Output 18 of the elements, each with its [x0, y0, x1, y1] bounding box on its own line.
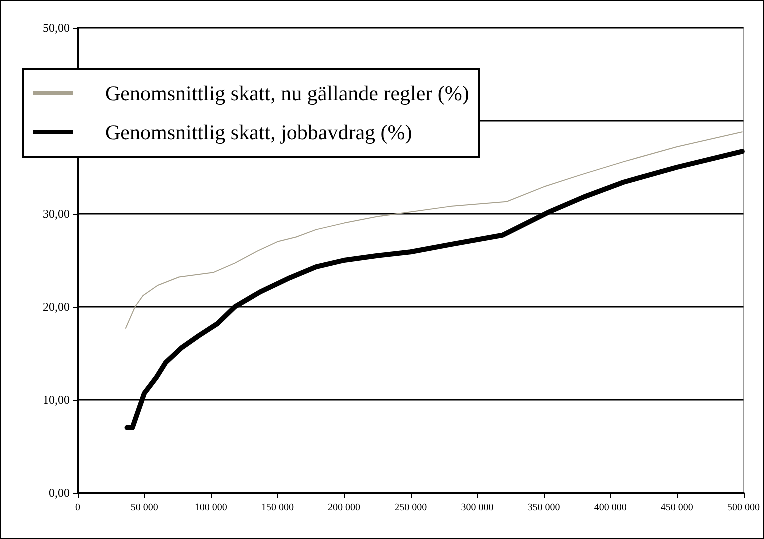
x-tick-label: 50 000: [130, 502, 158, 514]
y-tick-label: 50,00: [43, 21, 70, 35]
x-tick-label: 500 000: [728, 502, 760, 514]
legend-label: Genomsnittlig skatt, jobbavdrag (%): [106, 120, 412, 144]
x-tick-label: 350 000: [528, 502, 560, 514]
y-tick-label: 30,00: [43, 207, 70, 221]
y-tick-label: 10,00: [43, 393, 70, 407]
x-tick-label: 400 000: [594, 502, 627, 514]
x-tick-label: 300 000: [461, 502, 494, 514]
x-tick-label: 250 000: [394, 502, 428, 514]
legend-label: Genomsnittlig skatt, nu gällande regler (%): [106, 82, 470, 106]
x-tick-label: 0: [76, 502, 80, 514]
y-tick-label: 0,00: [49, 486, 70, 500]
x-tick-label: 150 000: [261, 502, 294, 514]
x-tick-label: 200 000: [328, 502, 361, 514]
x-tick-label: 450 000: [660, 502, 694, 514]
x-tick-label: 100 000: [194, 502, 228, 514]
y-tick-label: 20,00: [43, 300, 70, 314]
